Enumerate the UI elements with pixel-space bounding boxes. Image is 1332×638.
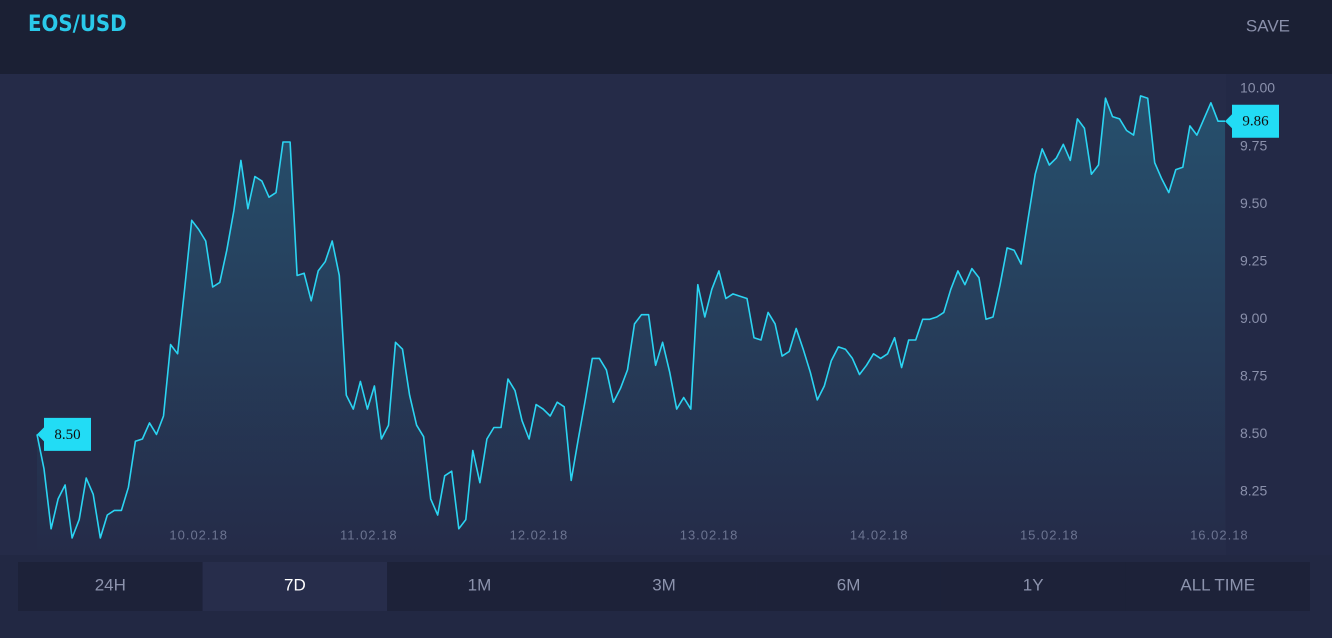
chart: 10.009.759.509.259.008.758.508.2510.02.1… xyxy=(36,80,1279,556)
price-line xyxy=(36,95,1225,539)
range-tab-label[interactable]: ALL TIME xyxy=(1180,575,1255,594)
range-tab[interactable] xyxy=(202,562,388,611)
y-tick-label: 10.00 xyxy=(1240,80,1275,96)
range-tab-label[interactable]: 1Y xyxy=(1023,575,1044,594)
save-button[interactable]: SAVE xyxy=(1246,16,1290,35)
y-tick-label: 9.25 xyxy=(1240,252,1267,268)
range-tab-label[interactable]: 7D xyxy=(284,575,306,594)
y-tick-label: 8.25 xyxy=(1240,483,1267,499)
price-callout-label: 9.86 xyxy=(1242,114,1269,130)
range-tab[interactable] xyxy=(18,562,203,611)
y-tick-label: 8.50 xyxy=(1240,425,1267,441)
axis-strip xyxy=(1226,74,1332,555)
range-tab-label[interactable]: 6M xyxy=(837,575,861,594)
area-fill xyxy=(37,95,1225,556)
header-bar xyxy=(0,0,1332,74)
range-tabs: 24H 7D 1M 3M 6M 1Y ALL TIME xyxy=(18,562,1310,611)
pair-title: EOS/USD xyxy=(28,12,127,37)
range-tab-label[interactable]: 24H xyxy=(95,575,126,594)
range-tab[interactable] xyxy=(571,562,757,611)
price-callout-label: 8.50 xyxy=(54,427,80,443)
price-callout xyxy=(37,417,91,451)
y-tick-label: 8.75 xyxy=(1240,368,1267,384)
range-tab-label[interactable]: 1M xyxy=(468,575,492,594)
price-callout xyxy=(1225,104,1279,138)
range-tab-label[interactable]: 3M xyxy=(652,575,676,594)
range-tab[interactable] xyxy=(756,562,941,611)
y-tick-label: 9.00 xyxy=(1240,310,1267,326)
range-tab[interactable] xyxy=(1125,562,1310,611)
y-tick-label: 9.75 xyxy=(1240,137,1267,153)
range-tab[interactable] xyxy=(940,562,1126,611)
range-tab[interactable] xyxy=(387,562,572,611)
y-tick-label: 9.50 xyxy=(1240,195,1267,211)
